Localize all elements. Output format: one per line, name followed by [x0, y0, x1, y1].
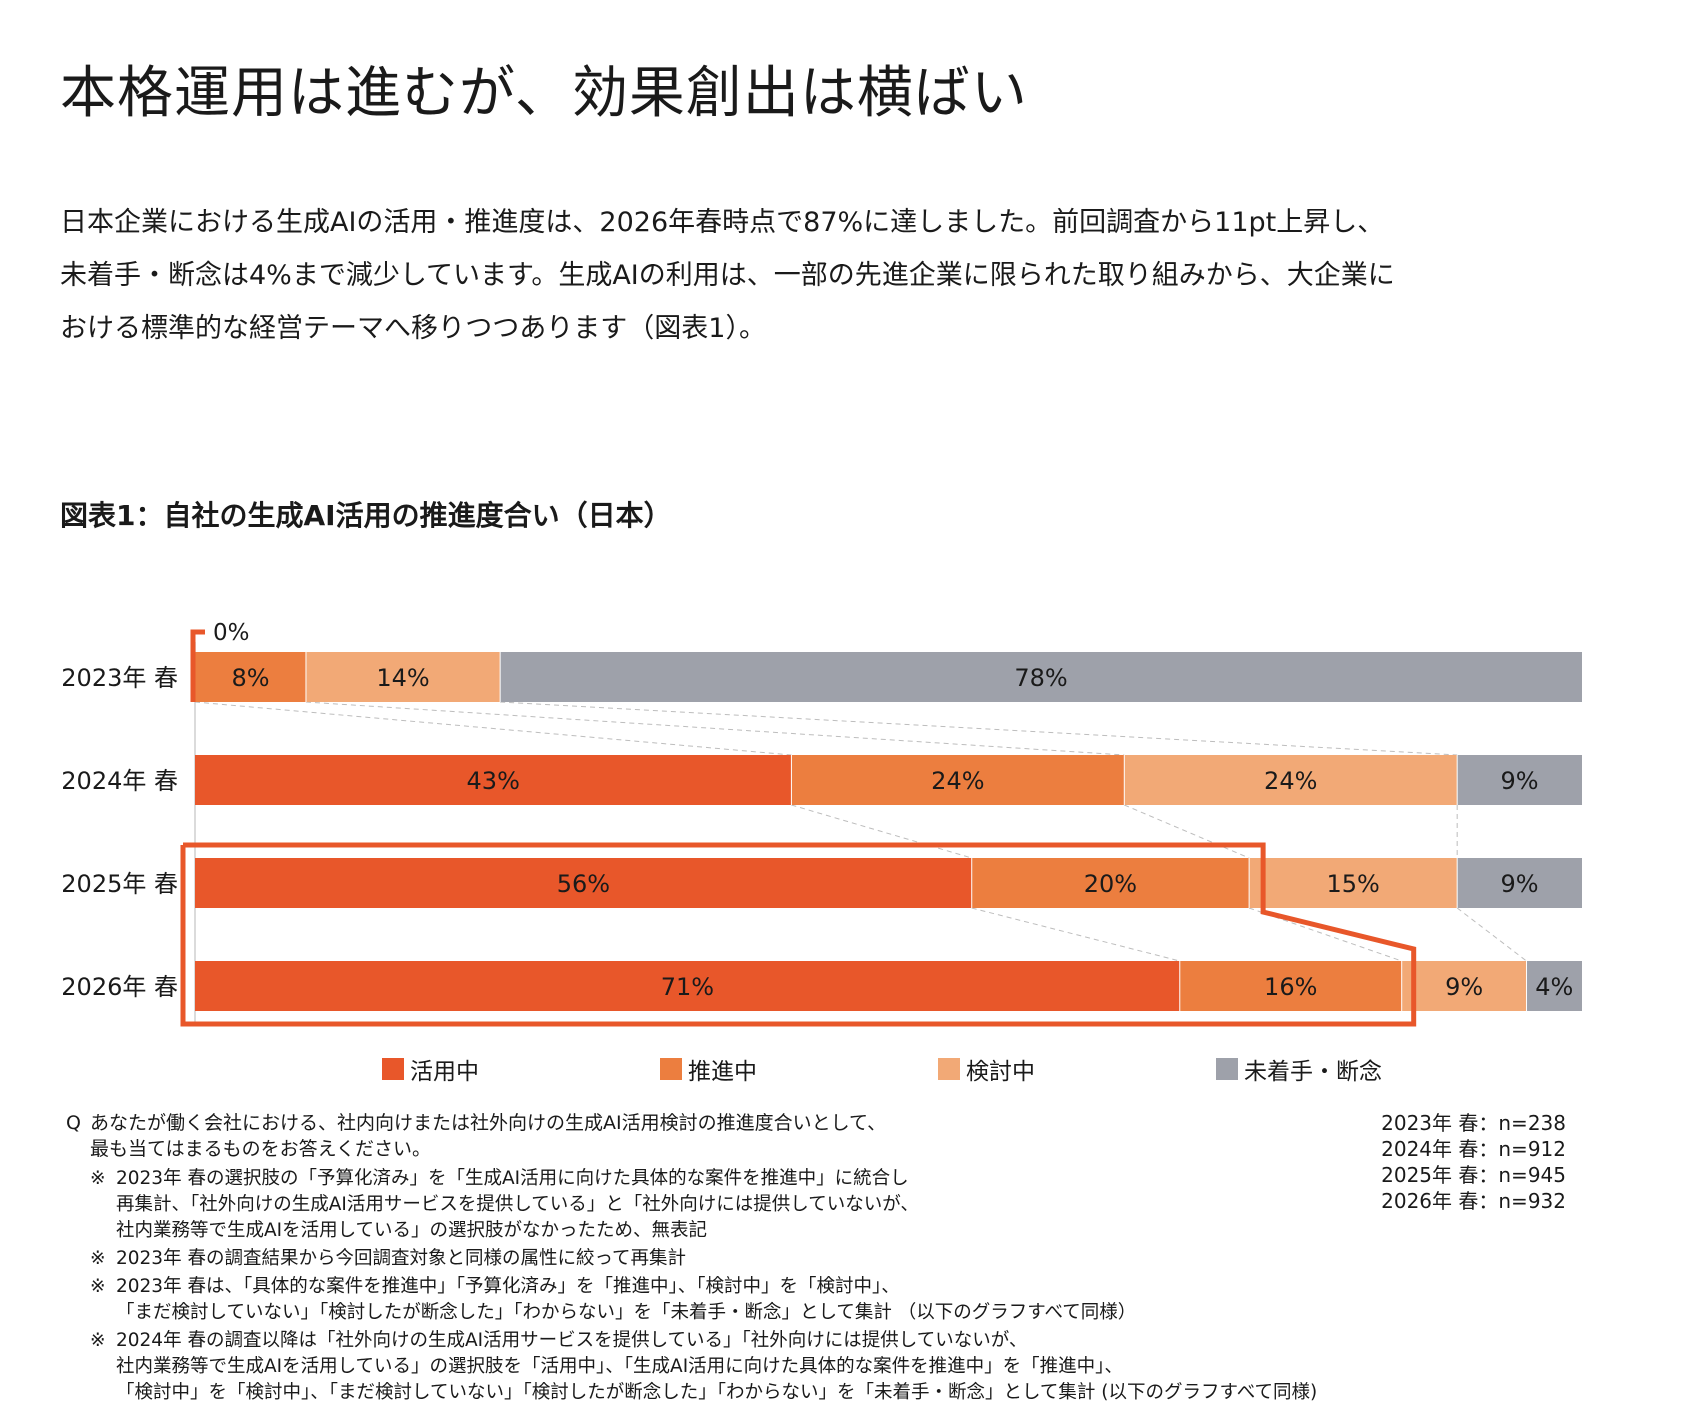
question-text: あなたが働く会社における、社内向けまたは社外向けの生成AI活用検討の推進度合いと… [90, 1110, 1066, 1162]
note-mark: ※ [90, 1248, 106, 1269]
question-mark: Q [66, 1112, 81, 1134]
note-line: 2023年 春の選択肢の「予算化済み」を「生成AI活用に向けた具体的な案件を推進… [116, 1168, 909, 1189]
sample-size: 2025年 春：n=945 [1381, 1163, 1566, 1187]
connector-line [971, 907, 1180, 962]
data-label: 24% [1264, 767, 1317, 795]
bar-segment [1124, 755, 1458, 805]
note-mark: ※ [90, 1276, 106, 1297]
footnote: ※ 2024年 春の調査以降は「社外向けの生成AI活用サービスを提供している」「… [90, 1328, 1420, 1406]
legend-swatch [1216, 1058, 1238, 1080]
connector-line [1456, 907, 1527, 962]
note-line: 「検討中」を「検討中」、「まだ検討していない」「検討したが断念した」「わからない… [116, 1382, 1318, 1403]
data-label: 14% [376, 664, 429, 692]
lead-paragraph: 日本企業における生成AIの活用・推進度は、2026年春時点で87%に達しました。… [60, 207, 1395, 344]
note-mark: ※ [90, 1330, 106, 1351]
note-line: 再集計、「社外向けの生成AI活用サービスを提供している」と「社外向けには提供して… [116, 1194, 919, 1215]
note-line: 「まだ検討していない」「検討したが断念した」「わからない」を「未着手・断念」とし… [116, 1302, 1137, 1323]
bar-segment [1249, 858, 1458, 908]
bar-segment [500, 652, 1582, 702]
category-label: 2024年 春 [61, 767, 178, 795]
data-label: 78% [1014, 664, 1067, 692]
question-line: あなたが働く会社における、社内向けまたは社外向けの生成AI活用検討の推進度合いと… [90, 1112, 887, 1134]
data-label: 16% [1264, 973, 1317, 1001]
data-label: 9% [1445, 973, 1483, 1001]
bar-segment [1179, 961, 1402, 1011]
connector-line [500, 701, 1458, 756]
bar-segment [195, 755, 792, 805]
bar-segment [1457, 858, 1582, 908]
bar-segment [1526, 961, 1582, 1011]
connector-line [791, 804, 972, 859]
legend-item: 推進中 [660, 1052, 757, 1086]
sample-size: 2026年 春：n=932 [1381, 1189, 1566, 1213]
legend-item: 検討中 [938, 1052, 1035, 1086]
survey-question: Q あなたが働く会社における、社内向けまたは社外向けの生成AI活用検討の推進度合… [66, 1110, 1066, 1162]
bar-segment [791, 755, 1125, 805]
bar-segment [195, 961, 1180, 1011]
footnote: ※ 2023年 春は、「具体的な案件を推進中」「予算化済み」を「推進中」、「検討… [90, 1274, 1420, 1326]
data-label: 8% [231, 664, 269, 692]
data-label: 43% [467, 767, 520, 795]
category-label: 2023年 春 [61, 664, 178, 692]
footnote: ※ 2023年 春の選択肢の「予算化済み」を「生成AI活用に向けた具体的な案件を… [90, 1166, 1420, 1244]
data-label: 56% [557, 870, 610, 898]
note-line: 2023年 春の調査結果から今回調査対象と同様の属性に絞って再集計 [116, 1248, 687, 1269]
legend-item: 未着手・断念 [1216, 1052, 1382, 1086]
sample-size: 2024年 春：n=912 [1381, 1137, 1566, 1161]
data-label: 4% [1535, 973, 1573, 1001]
zero-label: 0% [213, 620, 250, 646]
legend-label: 検討中 [966, 1059, 1035, 1085]
bar-segment [1457, 755, 1582, 805]
data-label: 9% [1501, 870, 1539, 898]
legend-label: 未着手・断念 [1244, 1059, 1382, 1085]
chart-legend: 活用中 推進中 検討中 未着手・断念 [0, 1052, 1698, 1085]
stacked-bar-chart: 2023年 春 8% 14% 78% 2024年 春 43% 24% 24% 9% 2025年 春… [61, 620, 1582, 1027]
footnote: ※ 2023年 春の調査結果から今回調査対象と同様の属性に絞って再集計 [90, 1246, 1420, 1272]
note-line: 2024年 春の調査以降は「社外向けの生成AI活用サービスを提供している」「社外… [116, 1330, 1028, 1351]
bar-segment [305, 652, 501, 702]
note-line: 社内業務等で生成AIを活用している」の選択肢がなかったため、無表記 [116, 1220, 708, 1241]
page-title: 本格運用は進むが、効果創出は横ばい [60, 61, 1028, 126]
data-label: 71% [661, 973, 714, 1001]
legend-swatch [660, 1058, 682, 1080]
zero-highlight-bracket [190, 629, 205, 702]
sample-size: 2023年 春：n=238 [1381, 1111, 1566, 1135]
note-mark: ※ [90, 1168, 106, 1189]
data-label: 9% [1501, 767, 1539, 795]
data-label: 15% [1326, 870, 1379, 898]
category-label: 2025年 春 [61, 870, 178, 898]
footnotes: ※ 2023年 春の選択肢の「予算化済み」を「生成AI活用に向けた具体的な案件を… [90, 1166, 1420, 1408]
legend-item: 活用中 [382, 1052, 479, 1086]
sample-sizes: 2023年 春：n=238 2024年 春：n=912 2025年 春：n=94… [1381, 1110, 1566, 1214]
connector-line [194, 701, 792, 756]
legend-swatch [382, 1058, 404, 1080]
highlight-outline [180, 842, 1417, 1027]
connector-line [1124, 804, 1250, 859]
legend-swatch [938, 1058, 960, 1080]
connector-line [305, 701, 1125, 756]
note-line: 社内業務等で生成AIを活用している」の選択肢を「活用中」、「生成AI活用に向けた… [116, 1356, 1123, 1377]
question-line: 最も当てはまるものをお答えください。 [90, 1138, 432, 1160]
data-label: 24% [931, 767, 984, 795]
bar-segment [971, 858, 1250, 908]
bar-segment [195, 858, 972, 908]
bar-segment [195, 652, 306, 702]
legend-label: 活用中 [410, 1059, 479, 1085]
note-line: 2023年 春は、「具体的な案件を推進中」「予算化済み」を「推進中」、「検討中」… [116, 1276, 900, 1297]
figure-title: 図表1：自社の生成AI活用の推進度合い（日本） [60, 499, 672, 532]
legend-label: 推進中 [688, 1059, 757, 1085]
category-label: 2026年 春 [61, 973, 178, 1001]
bar-segment [1401, 961, 1527, 1011]
data-label: 20% [1084, 870, 1137, 898]
